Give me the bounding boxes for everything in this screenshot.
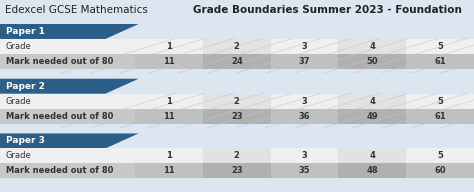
Text: 1: 1 [166,42,172,51]
Text: 50: 50 [366,57,378,66]
Bar [203,54,271,69]
Bar [338,148,406,163]
Bar [203,94,271,109]
Text: 11: 11 [163,166,175,175]
Text: Edexcel GCSE Mathematics: Edexcel GCSE Mathematics [5,5,151,15]
Bar [135,109,203,124]
Text: Mark needed out of 80: Mark needed out of 80 [6,166,113,175]
Text: Grade: Grade [6,42,31,51]
Text: 23: 23 [231,112,243,121]
Text: 2: 2 [234,97,240,106]
Bar [203,109,271,124]
Text: Grade: Grade [6,97,31,106]
Bar [406,39,474,54]
Polygon shape [0,133,138,148]
Text: 3: 3 [301,42,308,51]
Text: 23: 23 [231,166,243,175]
Bar [0,94,135,109]
Text: 2: 2 [234,151,240,160]
Text: Paper 2: Paper 2 [6,82,45,91]
Text: 5: 5 [437,151,443,160]
Bar [135,163,203,178]
Text: 4: 4 [369,42,375,51]
Bar [338,163,406,178]
Bar [338,109,406,124]
Text: 5: 5 [437,42,443,51]
Bar [271,109,338,124]
Text: Paper 3: Paper 3 [6,137,45,145]
Text: 61: 61 [434,57,446,66]
Bar [338,54,406,69]
Text: 11: 11 [163,57,175,66]
Text: Paper 1: Paper 1 [6,27,45,36]
Bar [135,148,203,163]
Text: 49: 49 [366,112,378,121]
Text: Mark needed out of 80: Mark needed out of 80 [6,112,113,121]
Text: 61: 61 [434,112,446,121]
Text: 1: 1 [166,97,172,106]
Bar [271,163,338,178]
Bar [0,54,135,69]
Text: 3: 3 [301,97,308,106]
Bar [406,54,474,69]
Bar [135,39,203,54]
Text: 24: 24 [231,57,243,66]
Bar [406,148,474,163]
Bar [406,163,474,178]
Bar [0,163,135,178]
Text: 4: 4 [369,151,375,160]
Bar [338,39,406,54]
Bar [406,109,474,124]
Bar [338,94,406,109]
Bar [271,148,338,163]
Bar [0,39,135,54]
Text: 5: 5 [437,97,443,106]
Text: 4: 4 [369,97,375,106]
Text: 11: 11 [163,112,175,121]
Polygon shape [0,79,138,94]
Text: 3: 3 [301,151,308,160]
Bar [135,94,203,109]
Bar [271,94,338,109]
Text: Mark needed out of 80: Mark needed out of 80 [6,57,113,66]
Text: 35: 35 [299,166,310,175]
Bar [271,54,338,69]
Text: 37: 37 [299,57,310,66]
Bar [135,54,203,69]
Text: 60: 60 [434,166,446,175]
Bar [0,109,135,124]
Bar [203,163,271,178]
Bar [406,94,474,109]
Text: Grade Boundaries Summer 2023 - Foundation: Grade Boundaries Summer 2023 - Foundatio… [193,5,462,15]
Bar [0,148,135,163]
Bar [271,39,338,54]
Text: 48: 48 [366,166,378,175]
Text: Grade: Grade [6,151,31,160]
Bar [203,39,271,54]
Text: 2: 2 [234,42,240,51]
Polygon shape [0,24,138,39]
Text: 1: 1 [166,151,172,160]
Bar [203,148,271,163]
Text: 36: 36 [299,112,310,121]
